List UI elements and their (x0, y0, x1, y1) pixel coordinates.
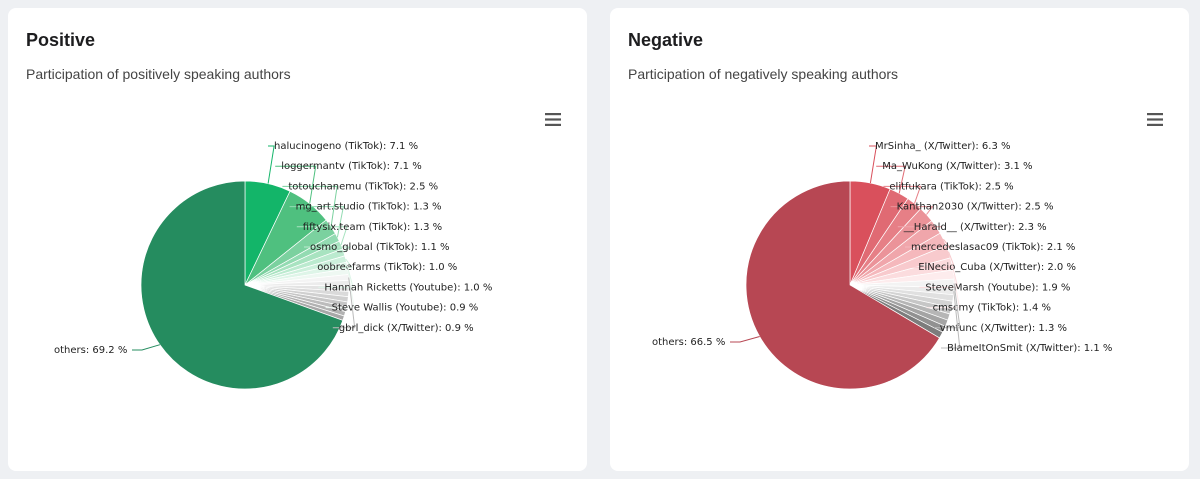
connector-line (311, 258, 353, 268)
connector-line (304, 246, 352, 253)
data-label: Steve Wallis (Youtube): 0.9 % (332, 303, 479, 314)
data-label: mercedeslasac09 (TikTok): 2.1 % (911, 242, 1075, 253)
data-label: Kanthan2030 (X/Twitter): 2.5 % (897, 202, 1054, 213)
positive-pie-chart: halucinogeno (TikTok): 7.1 % loggermantv … (54, 141, 492, 390)
connector-line (919, 263, 959, 288)
positive-card: Positive Participation of positively spe… (8, 8, 587, 471)
connector-line (730, 336, 760, 343)
connector-line (890, 206, 934, 215)
connector-line (267, 145, 275, 184)
data-label: elitfukara (TikTok): 2.5 % (889, 181, 1013, 192)
connector-line (869, 145, 877, 184)
chart-title: Negative (628, 30, 704, 50)
connector-line (933, 283, 961, 329)
data-label: MrSinha_ (X/Twitter): 6.3 % (875, 141, 1011, 152)
chart-subtitle: Participation of positively speaking aut… (26, 66, 291, 82)
connector-line (926, 274, 961, 309)
data-label: mg_art.studio (TikTok): 1.3 % (296, 202, 442, 213)
data-label: fiftysix.team (TikTok): 1.3 % (303, 222, 442, 233)
negative-pie-chart: MrSinha_ (X/Twitter): 6.3 % Ma_WuKong (X/… (652, 141, 1112, 390)
data-label: SteveMarsh (Youtube): 1.9 % (925, 282, 1070, 293)
data-label: loggermantv (TikTok): 7.1 % (281, 161, 422, 172)
connector-line (912, 251, 956, 268)
connector-line (275, 165, 317, 204)
pie-labels: halucinogeno (TikTok): 7.1 % loggermantv … (54, 141, 492, 356)
connector-line (325, 271, 355, 309)
data-label: oobreefarms (TikTok): 1.0 % (317, 262, 457, 273)
hamburger-menu-icon[interactable] (1143, 110, 1167, 128)
connector-line (876, 165, 906, 194)
connector-line (883, 185, 922, 204)
data-label: halucinogeno (TikTok): 7.1 % (274, 141, 418, 152)
connector-line (318, 265, 354, 288)
data-label: __Harald__ (X/Twitter): 2.3 % (903, 222, 1047, 233)
chart-title: Positive (26, 30, 96, 50)
data-label: totouchanemu (TikTok): 2.5 % (288, 181, 438, 192)
data-label: osmo_global (TikTok): 1.1 % (310, 242, 450, 253)
data-label: gbrl_dick (X/Twitter): 0.9 % (339, 323, 474, 334)
data-label: vmfunc (X/Twitter): 1.3 % (940, 323, 1067, 334)
connector-line (296, 226, 348, 246)
data-label: cmscmy (TikTok): 1.4 % (933, 303, 1051, 314)
connector-line (132, 344, 161, 351)
data-label: BlameItOnSmit (X/Twitter): 1.1 % (947, 343, 1112, 354)
data-label: Ma_WuKong (X/Twitter): 3.1 % (882, 161, 1032, 172)
connector-line (282, 185, 338, 227)
connector-line (905, 238, 951, 248)
connector-line (941, 291, 961, 349)
data-label: Hannah Ricketts (Youtube): 1.0 % (324, 282, 492, 293)
data-label: others: 66.5 % (652, 337, 725, 348)
pie-labels: MrSinha_ (X/Twitter): 6.3 % Ma_WuKong (X/… (652, 141, 1112, 354)
hamburger-menu-icon[interactable] (541, 110, 565, 128)
chart-subtitle: Participation of negatively speaking aut… (628, 66, 899, 82)
negative-card: Negative Participation of negatively spe… (610, 8, 1189, 471)
data-label: others: 69.2 % (54, 345, 127, 356)
connector-line (332, 277, 356, 329)
data-label: ElNecio_Cuba (X/Twitter): 2.0 % (918, 262, 1076, 273)
